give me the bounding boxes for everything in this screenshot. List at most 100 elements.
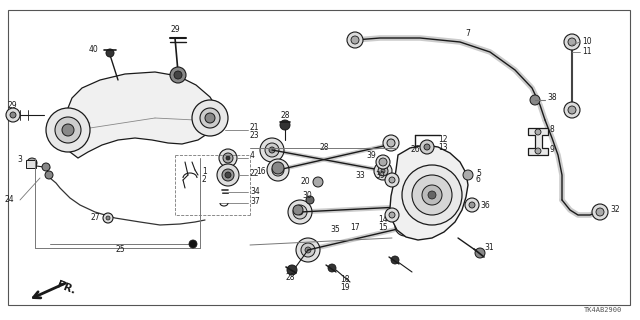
- Circle shape: [469, 202, 475, 208]
- Circle shape: [475, 248, 485, 258]
- Text: 4: 4: [250, 151, 255, 161]
- Text: 23: 23: [250, 131, 260, 140]
- Circle shape: [305, 247, 311, 253]
- Circle shape: [189, 240, 197, 248]
- Text: 24: 24: [4, 196, 14, 204]
- Circle shape: [530, 95, 540, 105]
- Text: 5: 5: [476, 169, 481, 178]
- Text: 17: 17: [350, 223, 360, 233]
- Text: 13: 13: [438, 143, 447, 153]
- Circle shape: [296, 238, 320, 262]
- Circle shape: [225, 172, 231, 178]
- Text: 10: 10: [582, 37, 591, 46]
- Circle shape: [347, 32, 363, 48]
- Circle shape: [420, 140, 434, 154]
- Text: 39: 39: [366, 150, 376, 159]
- Circle shape: [398, 201, 408, 211]
- Circle shape: [378, 166, 388, 176]
- Circle shape: [395, 216, 415, 236]
- Text: 29: 29: [7, 101, 17, 110]
- Circle shape: [200, 108, 220, 128]
- Circle shape: [293, 205, 307, 219]
- Text: 37: 37: [250, 197, 260, 206]
- Circle shape: [103, 213, 113, 223]
- Text: 34: 34: [250, 187, 260, 196]
- Circle shape: [351, 36, 359, 44]
- Circle shape: [219, 149, 237, 167]
- Circle shape: [381, 169, 385, 173]
- Circle shape: [385, 173, 399, 187]
- Circle shape: [260, 138, 284, 162]
- Circle shape: [400, 221, 410, 231]
- Text: 16: 16: [257, 167, 266, 177]
- Text: 27: 27: [90, 213, 100, 222]
- Text: 31: 31: [484, 244, 493, 252]
- Circle shape: [272, 164, 284, 176]
- Text: 30: 30: [302, 190, 312, 199]
- Circle shape: [535, 129, 541, 135]
- Circle shape: [27, 158, 37, 168]
- Circle shape: [564, 34, 580, 50]
- Text: 18: 18: [340, 276, 349, 284]
- Circle shape: [280, 120, 290, 130]
- Text: 22: 22: [250, 170, 259, 179]
- Text: 36: 36: [480, 201, 490, 210]
- Circle shape: [328, 264, 336, 272]
- Circle shape: [42, 163, 50, 171]
- Text: 38: 38: [547, 93, 557, 102]
- Circle shape: [465, 198, 479, 212]
- Circle shape: [267, 159, 289, 181]
- Text: 19: 19: [340, 284, 350, 292]
- Polygon shape: [64, 72, 218, 158]
- Circle shape: [106, 216, 110, 220]
- Text: 25: 25: [115, 245, 125, 254]
- Text: 28: 28: [280, 111, 290, 121]
- Circle shape: [463, 170, 473, 180]
- Circle shape: [226, 156, 230, 160]
- Text: 9: 9: [550, 146, 555, 155]
- Text: 40: 40: [88, 45, 98, 54]
- Circle shape: [402, 165, 462, 225]
- Circle shape: [62, 124, 74, 136]
- Text: 20: 20: [300, 178, 310, 187]
- Circle shape: [568, 38, 576, 46]
- Text: 26: 26: [410, 146, 420, 155]
- Text: 1: 1: [202, 167, 207, 177]
- Circle shape: [383, 135, 399, 151]
- Circle shape: [222, 169, 234, 181]
- Circle shape: [46, 108, 90, 152]
- Circle shape: [55, 117, 81, 143]
- Circle shape: [313, 177, 323, 187]
- Circle shape: [412, 175, 452, 215]
- Text: 39: 39: [375, 171, 385, 180]
- Circle shape: [424, 144, 430, 150]
- Circle shape: [275, 167, 281, 173]
- Circle shape: [293, 205, 303, 215]
- Circle shape: [389, 177, 395, 183]
- Text: 29: 29: [170, 26, 180, 35]
- Text: 3: 3: [17, 156, 22, 164]
- Text: 28: 28: [320, 143, 330, 153]
- Circle shape: [265, 143, 279, 157]
- Circle shape: [174, 71, 182, 79]
- Circle shape: [272, 162, 284, 174]
- Circle shape: [223, 153, 233, 163]
- Circle shape: [379, 158, 387, 166]
- Circle shape: [170, 67, 186, 83]
- Text: 6: 6: [476, 175, 481, 185]
- Circle shape: [596, 208, 604, 216]
- Polygon shape: [390, 145, 468, 240]
- Text: 33: 33: [355, 171, 365, 180]
- Circle shape: [422, 185, 442, 205]
- Polygon shape: [26, 160, 36, 168]
- Text: 35: 35: [330, 226, 340, 235]
- Text: FR.: FR.: [55, 280, 77, 296]
- Circle shape: [217, 164, 239, 186]
- Circle shape: [568, 106, 576, 114]
- Circle shape: [297, 209, 303, 215]
- Text: 8: 8: [550, 125, 555, 134]
- Circle shape: [374, 162, 392, 180]
- Circle shape: [6, 108, 20, 122]
- Circle shape: [205, 113, 215, 123]
- Circle shape: [376, 155, 390, 169]
